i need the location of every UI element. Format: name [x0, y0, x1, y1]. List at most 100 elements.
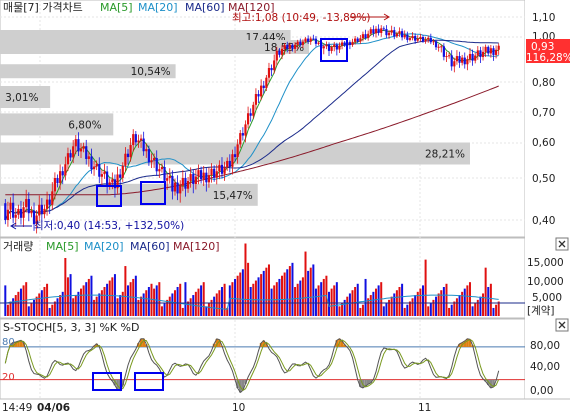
candle-body — [155, 158, 158, 172]
volume-bar — [80, 288, 83, 316]
volume-bar — [33, 299, 36, 316]
candle-body — [468, 53, 472, 60]
volume-bar — [194, 291, 197, 316]
volume-bar — [482, 293, 485, 316]
candle-body — [432, 41, 435, 43]
volume-bar — [231, 282, 234, 316]
volume-profile-bar — [0, 86, 51, 108]
volume-bar — [408, 301, 411, 316]
close-icon[interactable] — [555, 237, 569, 251]
candle-body — [403, 34, 406, 38]
volume-bar — [134, 275, 137, 316]
volume-bar — [364, 278, 367, 316]
volume-bar — [281, 275, 284, 316]
volume-bar — [419, 288, 422, 316]
candle-body — [474, 55, 477, 61]
candle-body — [283, 44, 286, 49]
candle-body — [244, 124, 247, 136]
volume-bar — [27, 306, 30, 316]
candle-body — [61, 171, 64, 176]
volume-bar — [213, 296, 216, 316]
candle-body — [56, 178, 59, 184]
candle-body — [267, 68, 271, 78]
volume-bar — [200, 285, 203, 316]
candle-body — [194, 176, 197, 185]
highlight-box — [140, 181, 166, 205]
volume-bar — [56, 298, 59, 316]
candle-body — [168, 175, 171, 179]
candle-body — [98, 163, 101, 177]
volume-bar — [77, 291, 80, 316]
x-label-time: 14:49 — [2, 402, 32, 414]
volume-profile-bar — [0, 64, 176, 79]
candle-body — [301, 41, 305, 45]
volume-bar — [187, 301, 190, 316]
candle-body — [359, 38, 362, 42]
volume-bar — [455, 298, 458, 316]
price-tick-0-60: 0,60 — [532, 137, 555, 149]
volume-bar — [314, 288, 317, 316]
vol-ma5-label: MA[5] — [46, 240, 79, 253]
volume-bar — [382, 306, 385, 316]
candle-body — [479, 50, 482, 58]
candle-body — [106, 171, 109, 186]
volume-bar — [168, 296, 171, 316]
ma20-line — [4, 33, 499, 221]
volume-bar — [322, 278, 325, 316]
volume-bar — [492, 307, 495, 316]
candle-body — [497, 45, 500, 50]
candle-body — [45, 199, 49, 209]
volume-bar — [497, 301, 500, 316]
candle-body — [218, 164, 221, 172]
y-axis-area — [525, 0, 570, 399]
candle-body — [176, 182, 179, 194]
ma60-label: MA[60] — [185, 1, 225, 14]
volume-bar — [215, 293, 218, 316]
volume-bar — [113, 274, 116, 316]
volume-bar — [421, 285, 424, 316]
volume-bar — [273, 285, 276, 316]
highlight-box — [92, 372, 122, 391]
volume-bar — [450, 304, 453, 316]
candle-body — [40, 204, 43, 215]
volume-bar — [476, 299, 479, 316]
candle-body — [398, 31, 401, 34]
candle-body — [442, 46, 445, 57]
volume-bar — [361, 304, 364, 316]
candle-body — [85, 146, 88, 159]
price-tick-0-40: 0,40 — [532, 215, 555, 227]
vol-tick-5000: 5,000 — [532, 292, 562, 304]
current-price-value: 0,93 — [531, 41, 554, 53]
candle-body — [32, 210, 36, 225]
volume-bar — [106, 283, 109, 316]
candle-body — [309, 38, 312, 42]
volume-bar — [270, 288, 273, 316]
candle-body — [372, 29, 375, 34]
candle-body — [322, 46, 325, 49]
volume-bar — [25, 282, 28, 316]
candle-body — [220, 164, 224, 174]
volume-bar — [140, 296, 143, 316]
volume-bar — [330, 288, 333, 316]
stoch-panel-title: S-STOCH[5, 3, 3] %K %D — [3, 321, 139, 334]
volume-bar — [468, 282, 471, 316]
volume-bar — [406, 304, 409, 316]
candle-body — [429, 37, 432, 43]
close-icon[interactable] — [555, 318, 569, 332]
stoch-panel[interactable] — [0, 318, 526, 400]
candle-body — [17, 208, 20, 215]
candle-body — [184, 177, 187, 189]
candle-body — [199, 170, 203, 180]
candle-body — [471, 53, 474, 61]
candle-body — [6, 209, 10, 220]
volume-profile-bar — [0, 40, 310, 54]
volume-profile-label: 3,01% — [5, 92, 38, 104]
volume-bar — [375, 288, 377, 316]
volume-bar — [265, 267, 268, 316]
volume-bar — [445, 283, 448, 316]
volume-bar — [4, 285, 7, 316]
volume-bar — [121, 291, 124, 316]
candle-body — [455, 56, 459, 62]
volume-panel[interactable] — [0, 237, 526, 319]
volume-bar — [466, 285, 469, 316]
